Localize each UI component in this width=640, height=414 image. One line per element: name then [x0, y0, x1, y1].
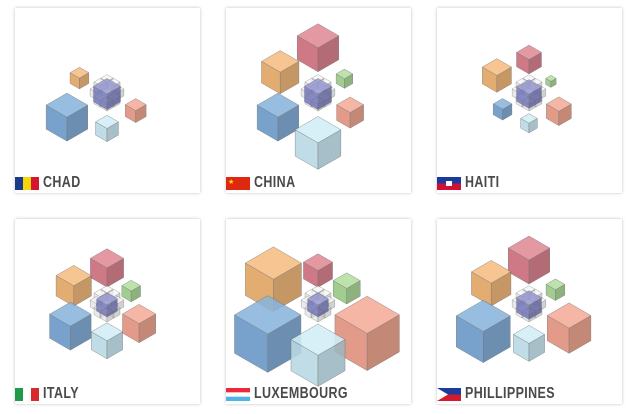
- cube-green: [545, 75, 557, 88]
- cube-light: [520, 113, 538, 134]
- cube-purple: [516, 290, 542, 320]
- cube-green: [335, 68, 354, 89]
- cube-light: [290, 323, 346, 387]
- cube-purple: [516, 79, 542, 109]
- cube-green: [545, 278, 566, 301]
- country-card-china[interactable]: ★ CHINA: [226, 8, 411, 193]
- cube-chart: [481, 44, 572, 134]
- cube-salmon: [546, 302, 592, 354]
- country-label: ITALY: [15, 385, 89, 403]
- flag-italy-icon: [15, 387, 39, 401]
- country-name: HAITI: [465, 174, 500, 191]
- cube-orange: [55, 265, 92, 307]
- country-name: CHAD: [43, 174, 81, 191]
- flag-luxembourg-icon: [226, 387, 250, 401]
- cube-red: [303, 253, 333, 288]
- cube-red: [516, 44, 542, 75]
- country-name: ITALY: [43, 385, 79, 402]
- cube-salmon: [545, 96, 572, 126]
- cube-green: [332, 272, 361, 305]
- cube-orange: [471, 260, 512, 307]
- cube-salmon: [334, 295, 400, 371]
- cube-chart: [234, 246, 400, 387]
- cube-blue: [492, 98, 513, 121]
- country-card-luxembourg[interactable]: LUXEMBOURG: [226, 219, 411, 404]
- cube-salmon: [336, 96, 365, 129]
- svg-text:★: ★: [228, 178, 234, 186]
- cube-light: [91, 322, 123, 360]
- cube-chart: [455, 235, 592, 363]
- cube-light: [513, 325, 545, 362]
- cube-blue: [256, 92, 300, 142]
- cube-blue: [45, 92, 89, 142]
- cube-purple: [93, 78, 121, 110]
- country-name: PHILLIPPINES: [465, 385, 555, 402]
- cube-chart: [45, 67, 147, 143]
- flag-chad-icon: [15, 176, 39, 190]
- cube-chart: [49, 248, 157, 360]
- country-name: CHINA: [254, 174, 296, 191]
- flag-philippines-icon: [437, 387, 461, 401]
- country-name: LUXEMBOURG: [254, 385, 349, 402]
- flag-haiti-icon: [437, 176, 461, 190]
- country-label: LUXEMBOURG: [226, 385, 375, 403]
- country-card-haiti[interactable]: HAITI: [437, 8, 622, 193]
- cube-blue: [455, 299, 511, 363]
- cube-green: [121, 280, 141, 303]
- cube-orange: [69, 67, 90, 90]
- country-label: HAITI: [437, 174, 509, 192]
- cube-blue: [234, 295, 302, 373]
- flag-china-icon: ★: [226, 176, 250, 190]
- country-card-phillippines[interactable]: PHILLIPPINES: [437, 219, 622, 404]
- cube-light: [294, 116, 342, 170]
- country-label: CHAD: [15, 174, 91, 192]
- country-label: PHILLIPPINES: [437, 385, 580, 403]
- country-label: ★ CHINA: [226, 174, 307, 192]
- cube-red: [296, 23, 340, 73]
- cube-purple: [304, 78, 332, 110]
- cube-purple: [307, 292, 329, 318]
- country-card-italy[interactable]: ITALY: [15, 219, 200, 404]
- cube-salmon: [122, 304, 157, 344]
- cube-purple: [96, 292, 118, 318]
- cube-blue: [49, 301, 92, 351]
- cube-orange: [261, 50, 300, 95]
- cube-red: [507, 235, 551, 285]
- cube-light: [95, 115, 119, 143]
- cube-orange: [481, 58, 512, 93]
- cube-red: [89, 248, 125, 288]
- cube-salmon: [124, 98, 147, 123]
- country-card-chad[interactable]: CHAD: [15, 8, 200, 193]
- cube-chart: [256, 23, 365, 170]
